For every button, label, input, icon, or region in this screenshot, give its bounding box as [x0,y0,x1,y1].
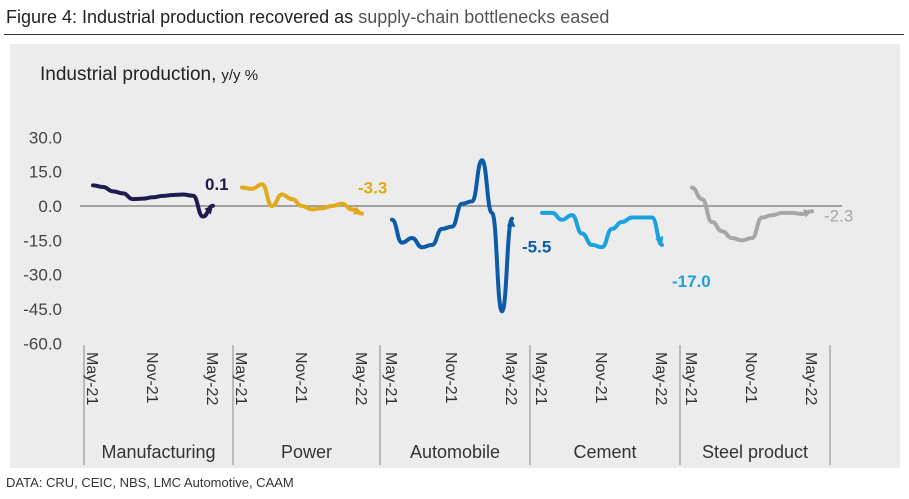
x-tick-label: May-21 [232,352,249,405]
title-rule [4,34,904,35]
x-tick-label: Nov-21 [143,352,160,404]
x-tick-label: Nov-21 [292,352,309,404]
x-tick-label: May-22 [502,352,519,405]
x-tick-label: May-21 [83,352,100,405]
y-tick-label: -15.0 [23,231,62,250]
arrow-head [506,218,516,227]
x-tick-label: May-21 [382,352,399,405]
data-label: -3.3 [358,179,387,198]
data-label: -5.5 [522,238,551,257]
category-label: Steel product [702,442,808,462]
x-tick-label: May-22 [802,352,819,405]
chart-title: Industrial production, y/y % [40,64,258,85]
series-line-manufacturing [91,183,215,219]
x-tick-label: May-21 [532,352,549,405]
series-line-automobile [390,158,514,314]
x-tick-label: Nov-21 [592,352,609,404]
series-line-power [240,182,364,216]
title-main: Figure 4: Industrial production recovere… [6,7,359,27]
y-tick-label: 15.0 [29,163,62,182]
category-label: Manufacturing [101,442,215,462]
chart-panel [10,44,900,468]
data-label: -2.3 [824,206,853,225]
arrow-head [655,236,664,245]
y-tick-label: 0.0 [38,197,62,216]
figure-title: Figure 4: Industrial production recovere… [6,7,609,28]
series-line-cement [540,210,664,250]
x-tick-label: Nov-21 [442,352,459,404]
arrow-head [353,206,362,215]
y-tick-label: 30.0 [29,128,62,147]
x-tick-label: May-21 [682,352,699,405]
y-tick-label: -30.0 [23,266,62,285]
arrow-head [204,205,213,215]
series-line-steel-product [690,185,814,243]
data-label: -17.0 [672,272,711,291]
x-tick-label: May-22 [203,352,220,405]
category-label: Power [281,442,332,462]
y-tick-label: -45.0 [23,300,62,319]
y-tick-label: -60.0 [23,334,62,353]
source-note: DATA: CRU, CEIC, NBS, LMC Automotive, CA… [6,475,294,490]
x-tick-label: May-22 [352,352,369,405]
title-highlight: supply-chain bottlenecks eased [358,7,610,27]
category-label: Cement [573,442,636,462]
category-label: Automobile [410,442,500,462]
arrow-head [803,209,812,218]
x-tick-label: Nov-21 [742,352,759,404]
x-tick-label: May-22 [652,352,669,405]
data-label: 0.1 [205,175,229,194]
